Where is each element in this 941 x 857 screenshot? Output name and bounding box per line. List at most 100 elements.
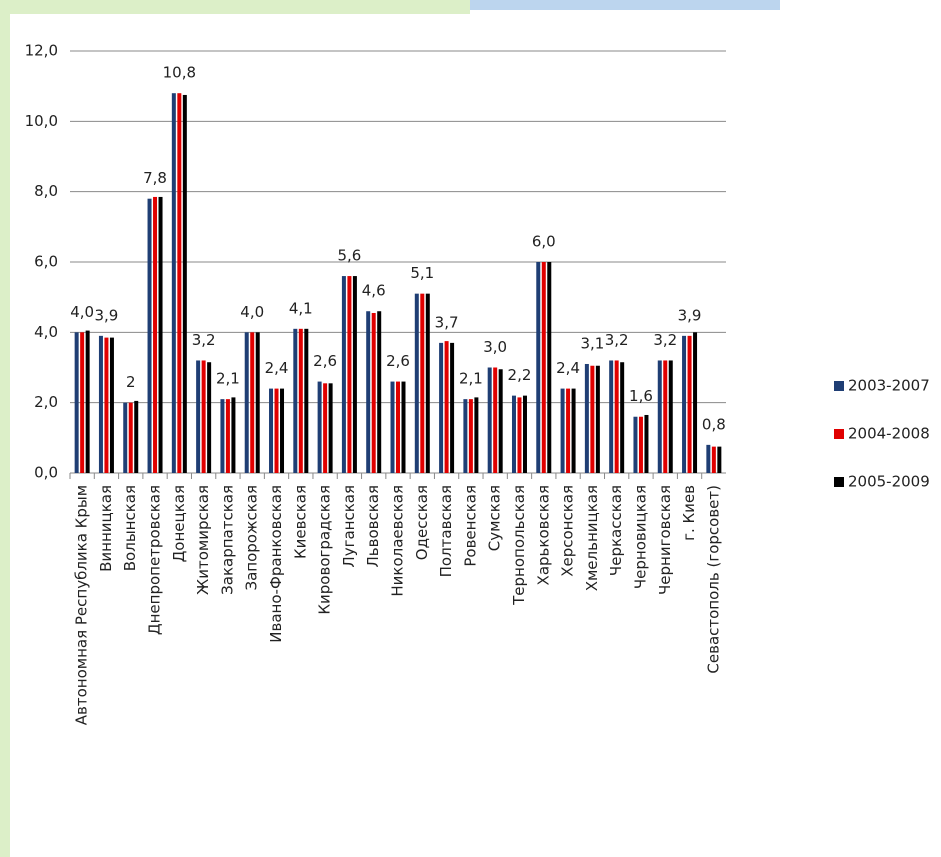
bar: [717, 446, 722, 473]
bar: [517, 397, 522, 473]
bar: [255, 332, 260, 473]
bar: [323, 383, 328, 473]
y-tick-label: 10,0: [25, 112, 58, 130]
bar: [171, 93, 176, 473]
x-tick-label: Львовская: [364, 485, 382, 568]
bar: [201, 360, 206, 473]
data-label: 1,6: [629, 387, 653, 405]
decor-band: [470, 0, 780, 10]
bar: [225, 399, 230, 473]
decor-band: [0, 14, 10, 857]
data-label: 5,1: [410, 264, 434, 282]
x-tick-label: Харьковская: [534, 485, 552, 585]
legend-swatch: [834, 429, 844, 439]
bar: [511, 395, 516, 473]
bar: [468, 399, 473, 473]
x-tick-label: Сумская: [486, 485, 504, 551]
x-tick-label: Винницкая: [97, 485, 115, 572]
bar: [590, 365, 595, 473]
bar: [401, 381, 406, 473]
y-tick-label: 12,0: [25, 42, 58, 60]
bar: [304, 328, 309, 473]
data-label: 7,8: [143, 169, 167, 187]
bar: [687, 335, 692, 473]
bar: [620, 362, 625, 473]
x-tick-label: Донецкая: [170, 485, 188, 562]
x-tick-label: Черниговская: [656, 485, 674, 595]
x-tick-label: Волынская: [121, 485, 139, 571]
bar: [584, 363, 589, 473]
bar: [220, 399, 225, 473]
bar: [104, 337, 109, 473]
x-tick-label: Черновицкая: [631, 485, 649, 589]
y-tick-label: 0,0: [34, 464, 58, 482]
data-label: 2,4: [265, 359, 289, 377]
bar: [269, 388, 274, 473]
bar: [134, 400, 139, 473]
bar: [420, 293, 425, 473]
bar: [244, 332, 249, 473]
bar: [366, 311, 371, 473]
x-tick-label: Кировоградская: [316, 485, 334, 615]
bar: [396, 381, 400, 473]
legend-label: 2004-2008: [848, 425, 930, 443]
data-label: 3,1: [580, 334, 604, 352]
bar: [352, 276, 357, 473]
x-tick-label: Днепропетровская: [146, 485, 164, 635]
data-label: 2,1: [216, 370, 240, 388]
bar: [493, 367, 498, 473]
bar: [317, 381, 322, 473]
y-tick-label: 4,0: [34, 323, 58, 341]
bar: [425, 293, 430, 473]
y-tick-label: 6,0: [34, 253, 58, 271]
data-label: 2,6: [386, 352, 410, 370]
bar: [177, 93, 182, 473]
data-label: 2,6: [313, 352, 337, 370]
data-label: 6,0: [532, 233, 556, 251]
bar: [536, 262, 541, 473]
bar: [487, 367, 492, 473]
x-tick-label: Одесская: [413, 485, 431, 560]
bar: [463, 399, 468, 473]
bar: [498, 369, 503, 473]
bar: [711, 446, 716, 473]
x-tick-label: Житомирская: [194, 485, 212, 595]
bar: [706, 444, 711, 473]
bar: [298, 328, 303, 473]
bar: [474, 397, 479, 473]
data-label: 3,9: [678, 306, 702, 324]
bar: [231, 397, 236, 473]
bar: [609, 360, 614, 473]
data-label: 2,2: [508, 366, 532, 384]
data-label: 3,9: [95, 306, 119, 324]
bar: [439, 342, 444, 473]
bar: [98, 335, 103, 473]
bar: [109, 337, 114, 473]
x-tick-label: Киевская: [291, 485, 309, 559]
bar: [657, 360, 662, 473]
bar: [633, 416, 638, 473]
data-label: 3,2: [605, 331, 629, 349]
bar: [196, 360, 201, 473]
x-tick-label: Херсонская: [559, 485, 577, 577]
bar: [207, 362, 212, 473]
legend-label: 2003-2007: [848, 377, 930, 395]
bar: [85, 330, 90, 473]
x-tick-label: Севастополь (горсовет): [704, 485, 722, 674]
bar: [390, 381, 395, 473]
data-label: 2,1: [459, 370, 483, 388]
bar: [595, 365, 600, 473]
x-tick-label: г. Киев: [680, 485, 698, 541]
bar: [128, 402, 133, 473]
x-tick-label: Полтавская: [437, 485, 455, 577]
data-label: 3,0: [483, 338, 507, 356]
bar: [522, 395, 527, 473]
bar: [280, 388, 285, 473]
bar: [153, 196, 158, 474]
bar: [347, 276, 352, 473]
bar: [450, 342, 455, 473]
bar: [80, 332, 85, 473]
bar: [250, 332, 255, 473]
x-tick-label: Закарпатская: [218, 485, 236, 595]
